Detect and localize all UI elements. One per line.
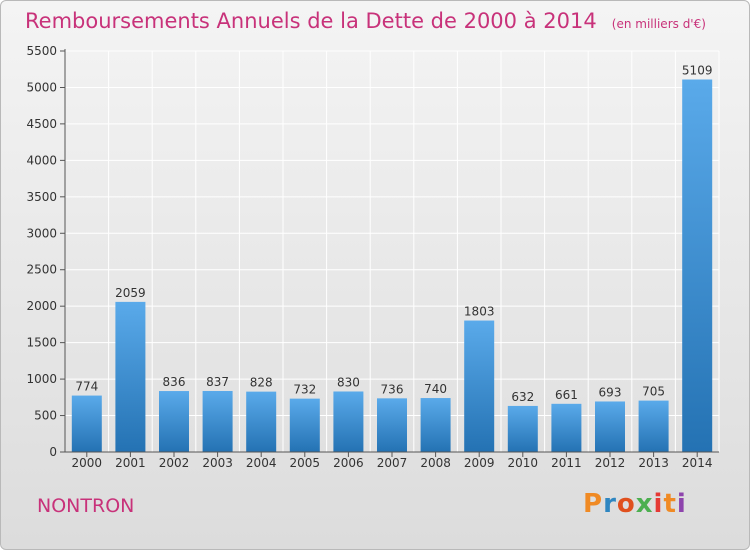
bar-2006 xyxy=(333,391,364,452)
x-tick-label-2004: 2004 xyxy=(246,456,277,470)
chart-subtitle: (en milliers d'€) xyxy=(611,17,706,31)
x-tick-label-2009: 2009 xyxy=(464,456,495,470)
y-tick-label: 1000 xyxy=(26,372,57,386)
bar-2010 xyxy=(507,405,538,452)
bar-2003 xyxy=(202,390,233,452)
x-tick-label-2001: 2001 xyxy=(115,456,146,470)
value-label-2001: 2059 xyxy=(115,286,146,300)
x-tick-label-2000: 2000 xyxy=(72,456,103,470)
x-tick-label-2003: 2003 xyxy=(202,456,233,470)
value-label-2012: 693 xyxy=(599,385,622,399)
x-tick-label-2013: 2013 xyxy=(638,456,669,470)
x-tick-label-2005: 2005 xyxy=(290,456,321,470)
logo-letter: r xyxy=(603,489,617,519)
value-label-2014: 5109 xyxy=(682,64,713,78)
chart-title: Remboursements Annuels de la Dette de 20… xyxy=(25,9,597,33)
bars: 774 2059 836 837 828 732 830 736 740 1803 632 661 69… xyxy=(71,64,713,453)
y-tick-label: 500 xyxy=(34,409,57,423)
logo-letter: P xyxy=(583,489,604,519)
axes: 0 500 1000 1500 2000 2500 3000 3500 4000 4500 5000… xyxy=(26,44,719,470)
value-label-2006: 830 xyxy=(337,375,360,389)
bar-2013 xyxy=(638,400,669,452)
x-tick-label-2012: 2012 xyxy=(595,456,626,470)
y-tick-label: 2000 xyxy=(26,299,57,313)
value-label-2002: 836 xyxy=(163,375,186,389)
x-tick-label-2011: 2011 xyxy=(551,456,582,470)
value-label-2010: 632 xyxy=(511,390,534,404)
bar-2001 xyxy=(115,301,146,452)
y-tick-label: 5000 xyxy=(26,80,57,94)
y-tick-label: 1500 xyxy=(26,336,57,350)
bar-2011 xyxy=(551,403,582,452)
logo-letter: t xyxy=(663,489,677,519)
value-label-2003: 837 xyxy=(206,375,229,389)
y-tick-label: 2500 xyxy=(26,263,57,277)
x-tick-label-2002: 2002 xyxy=(159,456,190,470)
logo-letter: i xyxy=(653,489,664,519)
x-tick-label-2008: 2008 xyxy=(420,456,451,470)
bar-2012 xyxy=(595,401,625,452)
bar-2002 xyxy=(159,391,189,452)
x-tick-label-2007: 2007 xyxy=(377,456,408,470)
proxiti-logo[interactable]: Proxiti xyxy=(583,489,687,519)
y-tick-label: 0 xyxy=(49,445,57,459)
bar-2000 xyxy=(71,395,102,452)
bar-2008 xyxy=(420,398,451,452)
x-tick-label-2006: 2006 xyxy=(333,456,364,470)
x-tick-label-2010: 2010 xyxy=(508,456,539,470)
x-tick-label-2014: 2014 xyxy=(682,456,713,470)
y-tick-label: 4000 xyxy=(26,153,57,167)
value-label-2005: 732 xyxy=(293,383,316,397)
y-tick-label: 3000 xyxy=(26,226,57,240)
bar-2009 xyxy=(464,320,495,452)
title-row: Remboursements Annuels de la Dette de 20… xyxy=(25,9,706,33)
bar-2005 xyxy=(289,398,320,452)
commune-name: NONTRON xyxy=(37,495,135,517)
value-label-2004: 828 xyxy=(250,376,273,390)
y-tick-label: 5500 xyxy=(26,44,57,58)
y-tick-label: 3500 xyxy=(26,190,57,204)
value-label-2007: 736 xyxy=(381,382,404,396)
value-label-2011: 661 xyxy=(555,388,578,402)
bar-2007 xyxy=(377,398,407,452)
bar-2014 xyxy=(682,79,713,453)
value-label-2009: 1803 xyxy=(464,305,495,319)
y-tick-label: 4500 xyxy=(26,117,57,131)
logo-letter: x xyxy=(635,489,654,519)
bar-2004 xyxy=(246,391,277,452)
logo-letter: i xyxy=(676,489,687,519)
value-label-2008: 740 xyxy=(424,382,447,396)
value-label-2013: 705 xyxy=(642,385,665,399)
value-label-2000: 774 xyxy=(75,380,98,394)
logo-letter: o xyxy=(616,489,636,519)
